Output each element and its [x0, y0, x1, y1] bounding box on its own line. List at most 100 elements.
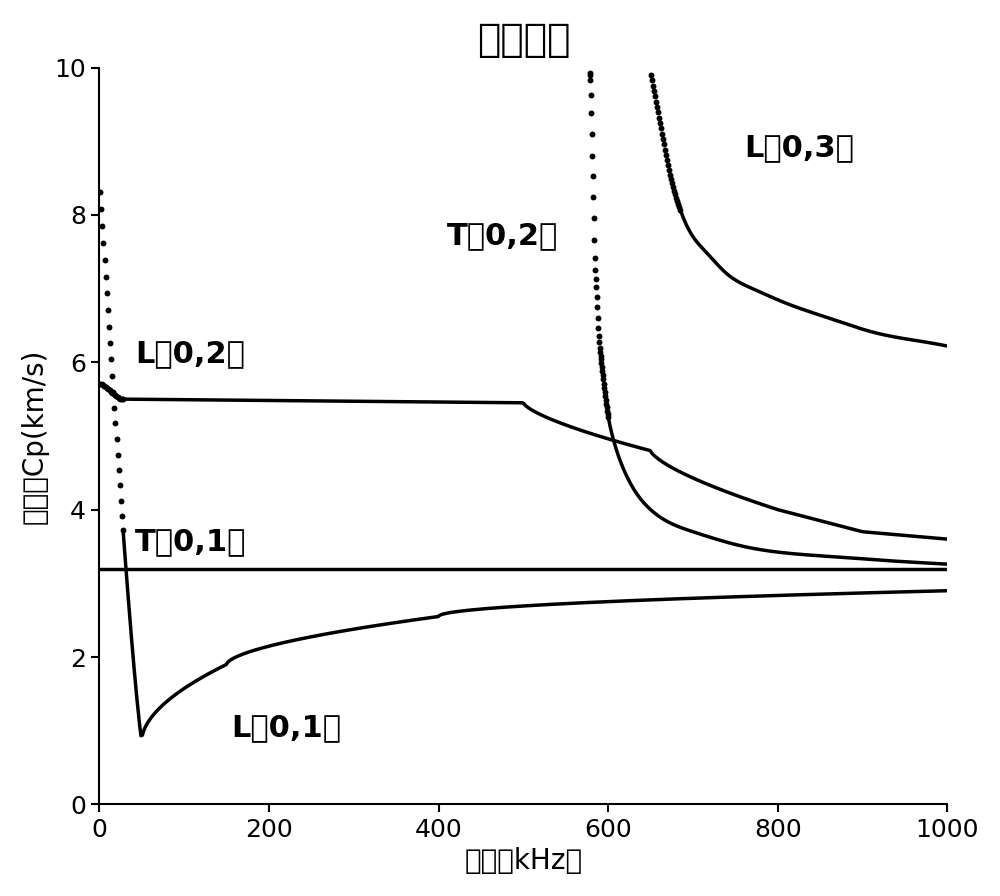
Point: [662, 168, 678, 182]
Point: [644, 73, 660, 87]
Point: [653, 121, 669, 135]
Y-axis label: 相速度Cp(km/s): 相速度Cp(km/s): [21, 349, 49, 523]
Point: [582, 73, 598, 88]
Point: [586, 211, 602, 225]
Point: [656, 137, 672, 151]
Point: [92, 185, 108, 199]
Point: [95, 378, 111, 392]
Point: [668, 191, 684, 205]
Point: [99, 287, 115, 301]
Point: [589, 289, 605, 304]
Point: [649, 99, 665, 114]
Point: [596, 376, 612, 391]
Point: [600, 407, 616, 421]
Text: L（0,2）: L（0,2）: [135, 340, 245, 368]
Point: [93, 202, 109, 216]
Point: [661, 163, 677, 177]
Point: [585, 189, 601, 203]
Point: [597, 389, 613, 403]
Point: [594, 364, 610, 378]
Point: [599, 403, 615, 418]
Point: [592, 340, 608, 355]
Point: [672, 202, 688, 217]
Point: [588, 271, 604, 286]
Point: [99, 381, 115, 395]
Point: [115, 392, 131, 406]
Point: [657, 142, 673, 157]
Point: [582, 65, 598, 80]
Point: [584, 127, 600, 142]
Point: [594, 359, 610, 374]
Point: [598, 393, 614, 408]
Point: [671, 200, 687, 214]
Point: [593, 356, 609, 370]
Point: [666, 184, 682, 198]
Point: [647, 89, 663, 103]
Point: [590, 311, 606, 325]
Point: [658, 148, 674, 162]
Point: [659, 153, 675, 168]
Point: [104, 368, 120, 383]
Point: [643, 68, 659, 82]
Point: [94, 219, 110, 233]
Point: [660, 159, 676, 173]
Point: [111, 463, 127, 478]
Point: [110, 390, 126, 404]
Point: [645, 78, 661, 92]
Point: [107, 417, 123, 431]
Point: [591, 335, 607, 349]
Point: [595, 368, 611, 383]
Point: [110, 448, 126, 462]
Point: [112, 478, 128, 493]
Point: [584, 149, 600, 163]
Point: [106, 401, 122, 415]
Point: [114, 392, 130, 406]
Text: L（0,1）: L（0,1）: [231, 713, 341, 743]
Point: [597, 385, 613, 400]
Point: [593, 352, 609, 366]
Point: [600, 409, 616, 424]
Point: [650, 105, 666, 119]
Point: [98, 270, 114, 284]
Point: [586, 232, 602, 246]
Point: [105, 384, 121, 399]
Point: [587, 263, 603, 277]
Point: [103, 384, 119, 399]
Point: [115, 523, 131, 538]
Point: [667, 187, 683, 202]
Point: [648, 94, 664, 108]
Point: [583, 87, 599, 101]
Point: [599, 401, 615, 415]
Point: [106, 386, 122, 401]
Point: [102, 336, 118, 350]
Point: [664, 177, 680, 191]
Point: [107, 388, 123, 402]
Point: [592, 345, 608, 359]
Point: [109, 432, 125, 446]
Point: [655, 132, 671, 146]
Point: [92, 377, 108, 392]
Point: [654, 126, 670, 141]
Point: [598, 397, 614, 411]
Point: [97, 253, 113, 267]
Point: [113, 494, 129, 508]
Point: [590, 321, 606, 335]
Point: [108, 389, 124, 403]
Point: [589, 300, 605, 314]
Point: [98, 380, 114, 394]
Point: [95, 236, 111, 250]
Point: [663, 172, 679, 186]
Point: [646, 83, 662, 98]
Point: [100, 383, 116, 397]
Point: [96, 379, 112, 393]
Point: [100, 303, 116, 317]
Point: [111, 391, 127, 405]
Point: [595, 372, 611, 386]
Point: [102, 383, 118, 398]
Point: [670, 197, 686, 211]
Point: [652, 116, 668, 130]
Point: [94, 377, 110, 392]
Point: [591, 329, 607, 343]
Text: L（0,3）: L（0,3）: [744, 133, 854, 162]
X-axis label: 频率（kHz）: 频率（kHz）: [464, 847, 582, 875]
